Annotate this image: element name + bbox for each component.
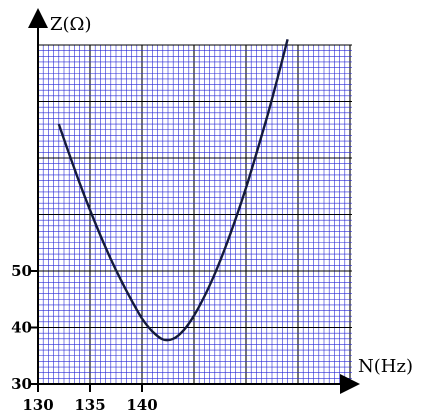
impedance-curve [57,39,289,342]
tick-labels: 130 135 140 30 40 50 [11,262,158,414]
y-tick-label: 50 [11,262,32,280]
x-tick-label: 130 [22,396,53,414]
x-tick-label: 140 [126,396,157,414]
grid-paper [37,44,352,385]
y-tick-label: 30 [11,375,32,393]
y-tick-label: 40 [11,319,32,337]
tick-marks [30,270,143,392]
x-axis-label: N(Hz) [358,356,413,377]
x-tick-label: 135 [74,396,105,414]
y-axis-label: Z(Ω) [50,14,91,35]
